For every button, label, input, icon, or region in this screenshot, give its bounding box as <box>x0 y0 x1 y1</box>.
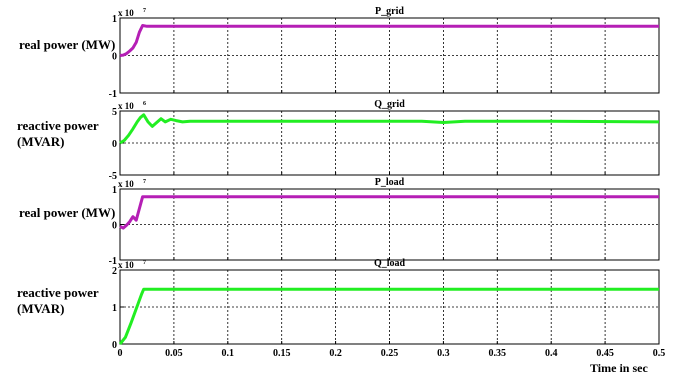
axis-multiplier-exponent: 7 <box>143 8 146 14</box>
y-axis-label: reactive power (MVAR) <box>17 285 99 316</box>
x-tick-label: 0.25 <box>381 348 399 359</box>
x-tick-label: 0.1 <box>222 348 235 359</box>
axis-multiplier: x 10 <box>118 8 134 18</box>
axis-multiplier-exponent: 6 <box>143 101 146 107</box>
x-tick-label: 0.35 <box>489 348 507 359</box>
axis-multiplier: x 10 <box>118 179 134 189</box>
y-tick-label: -1 <box>109 256 117 267</box>
x-tick-label: 0.5 <box>653 348 666 359</box>
series-line-1 <box>119 195 659 230</box>
series-line-1 <box>119 113 660 145</box>
axis-multiplier-exponent: 7 <box>143 260 146 266</box>
y-tick-label: 0 <box>112 52 117 63</box>
y-tick-label: -1 <box>109 89 117 100</box>
y-axis-label: real power (MW) <box>19 37 116 52</box>
panel-4: 0 1 2x 10 7 Q_load <box>112 258 660 351</box>
panel-1: -1 0 1x 10 7 P_grid <box>109 6 660 100</box>
series-line-1 <box>119 24 659 57</box>
y-tick-label: 2 <box>112 266 117 277</box>
x-tick-label: 0.45 <box>596 348 614 359</box>
panel-title: P_grid <box>375 6 404 17</box>
panel-title: Q_grid <box>374 99 405 110</box>
y-tick-label: 1 <box>112 185 117 196</box>
series-line-1 <box>118 287 659 345</box>
y-tick-label: 1 <box>112 14 117 25</box>
x-tick-label: 0.05 <box>165 348 183 359</box>
panel-2: -5 0 5x 10 6 Q_grid <box>109 99 660 182</box>
y-tick-label: 0 <box>112 340 117 351</box>
x-axis-label: Time in sec <box>590 361 648 375</box>
axis-multiplier: x 10 <box>118 101 134 111</box>
x-tick-label: 0.15 <box>273 348 291 359</box>
axis-multiplier-exponent: 7 <box>143 179 146 185</box>
panel-title: Q_load <box>374 258 406 269</box>
y-tick-label: 5 <box>112 107 117 118</box>
x-tick-label: 0.4 <box>545 348 558 359</box>
y-tick-label: 0 <box>112 221 117 232</box>
y-tick-label: 1 <box>112 303 117 314</box>
y-tick-label: 0 <box>112 139 117 150</box>
x-tick-label: 0.2 <box>329 348 342 359</box>
y-axis-label: reactive power (MVAR) <box>17 118 99 149</box>
panel-title: P_load <box>375 177 405 188</box>
x-tick-label: 0.3 <box>437 348 450 359</box>
x-tick-label: 0 <box>118 348 123 359</box>
y-tick-label: -5 <box>109 171 117 182</box>
axis-multiplier: x 10 <box>118 260 134 270</box>
y-axis-label: real power (MW) <box>19 205 116 220</box>
